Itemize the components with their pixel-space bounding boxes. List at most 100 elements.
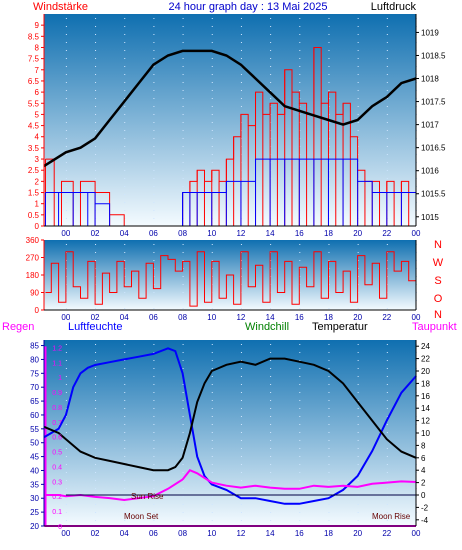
grid-dot bbox=[211, 130, 213, 131]
grid-dot bbox=[386, 66, 388, 67]
grid-dot bbox=[240, 98, 242, 99]
grid-dot bbox=[240, 480, 242, 481]
grid-dot bbox=[386, 268, 388, 269]
grid-dot bbox=[182, 186, 184, 187]
grid-dot bbox=[270, 432, 272, 433]
grid-dot bbox=[357, 268, 359, 269]
left-tick-label: 1 bbox=[35, 200, 40, 209]
grid-dot bbox=[240, 360, 242, 361]
grid-dot bbox=[386, 170, 388, 171]
grid-dot bbox=[182, 512, 184, 513]
grid-dot bbox=[357, 344, 359, 345]
grid-dot bbox=[328, 472, 330, 473]
right-tick-label: 16 bbox=[421, 392, 430, 401]
rain-tick-label: 0.9 bbox=[52, 390, 62, 397]
grid-dot bbox=[299, 416, 301, 417]
grid-dot bbox=[270, 74, 272, 75]
left-tick-label: 0 bbox=[35, 222, 40, 231]
grid-dot bbox=[153, 26, 155, 27]
grid-dot bbox=[153, 268, 155, 269]
grid-dot bbox=[211, 384, 213, 385]
grid-dot bbox=[153, 368, 155, 369]
grid-dot bbox=[211, 122, 213, 123]
grid-dot bbox=[386, 400, 388, 401]
x-tick-label: 02 bbox=[91, 529, 100, 538]
grid-dot bbox=[153, 424, 155, 425]
grid-dot bbox=[270, 308, 272, 309]
right-tick-label: 4 bbox=[421, 466, 426, 475]
grid-dot bbox=[386, 480, 388, 481]
grid-dot bbox=[153, 392, 155, 393]
grid-dot bbox=[153, 114, 155, 115]
grid-dot bbox=[211, 472, 213, 473]
grid-dot bbox=[182, 520, 184, 521]
grid-dot bbox=[270, 496, 272, 497]
grid-dot bbox=[124, 130, 126, 131]
grid-dot bbox=[328, 440, 330, 441]
grid-dot bbox=[357, 276, 359, 277]
grid-dot bbox=[65, 202, 67, 203]
left-tick-label: 60 bbox=[30, 411, 39, 420]
grid-dot bbox=[357, 154, 359, 155]
grid-dot bbox=[95, 114, 97, 115]
grid-dot bbox=[357, 42, 359, 43]
x-tick-label: 04 bbox=[120, 229, 129, 238]
x-tick-label: 06 bbox=[149, 313, 158, 322]
grid-dot bbox=[124, 42, 126, 43]
grid-dot bbox=[182, 464, 184, 465]
left-tick-label: 25 bbox=[30, 508, 39, 517]
grid-dot bbox=[270, 98, 272, 99]
left-tick-label: 70 bbox=[30, 383, 39, 392]
grid-dot bbox=[386, 122, 388, 123]
grid-dot bbox=[65, 218, 67, 219]
grid-dot bbox=[240, 82, 242, 83]
grid-dot bbox=[240, 26, 242, 27]
grid-dot bbox=[386, 34, 388, 35]
right-tick-label: 22 bbox=[421, 355, 430, 364]
grid-dot bbox=[299, 496, 301, 497]
grid-dot bbox=[65, 480, 67, 481]
grid-dot bbox=[153, 98, 155, 99]
grid-dot bbox=[65, 392, 67, 393]
grid-dot bbox=[124, 416, 126, 417]
grid-dot bbox=[95, 448, 97, 449]
dewpoint-label: Taupunkt bbox=[412, 321, 457, 333]
grid-dot bbox=[182, 472, 184, 473]
grid-dot bbox=[153, 122, 155, 123]
grid-dot bbox=[95, 424, 97, 425]
grid-dot bbox=[386, 98, 388, 99]
grid-dot bbox=[124, 448, 126, 449]
grid-dot bbox=[328, 74, 330, 75]
grid-dot bbox=[270, 440, 272, 441]
grid-dot bbox=[124, 440, 126, 441]
grid-dot bbox=[211, 424, 213, 425]
x-tick-label: 00 bbox=[412, 229, 421, 238]
grid-dot bbox=[182, 178, 184, 179]
grid-dot bbox=[211, 392, 213, 393]
grid-dot bbox=[357, 424, 359, 425]
grid-dot bbox=[95, 480, 97, 481]
grid-dot bbox=[357, 66, 359, 67]
x-tick-label: 10 bbox=[207, 313, 216, 322]
grid-dot bbox=[65, 384, 67, 385]
right-tick-label: 1015 bbox=[421, 213, 439, 222]
grid-dot bbox=[328, 300, 330, 301]
grid-dot bbox=[328, 18, 330, 19]
grid-dot bbox=[153, 146, 155, 147]
grid-dot bbox=[270, 260, 272, 261]
grid-dot bbox=[95, 146, 97, 147]
grid-dot bbox=[124, 66, 126, 67]
grid-dot bbox=[65, 308, 67, 309]
grid-dot bbox=[211, 26, 213, 27]
grid-dot bbox=[153, 300, 155, 301]
grid-dot bbox=[240, 512, 242, 513]
grid-dot bbox=[270, 50, 272, 51]
grid-dot bbox=[182, 432, 184, 433]
right-tick-label: 12 bbox=[421, 417, 430, 426]
grid-dot bbox=[153, 154, 155, 155]
grid-dot bbox=[240, 496, 242, 497]
grid-dot bbox=[95, 106, 97, 107]
grid-dot bbox=[153, 408, 155, 409]
grid-dot bbox=[124, 34, 126, 35]
grid-dot bbox=[299, 472, 301, 473]
